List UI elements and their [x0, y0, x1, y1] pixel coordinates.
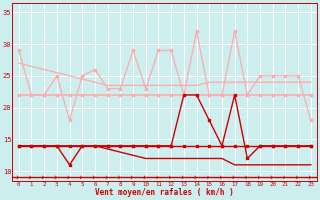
X-axis label: Vent moyen/en rafales ( km/h ): Vent moyen/en rafales ( km/h ) — [95, 188, 234, 197]
